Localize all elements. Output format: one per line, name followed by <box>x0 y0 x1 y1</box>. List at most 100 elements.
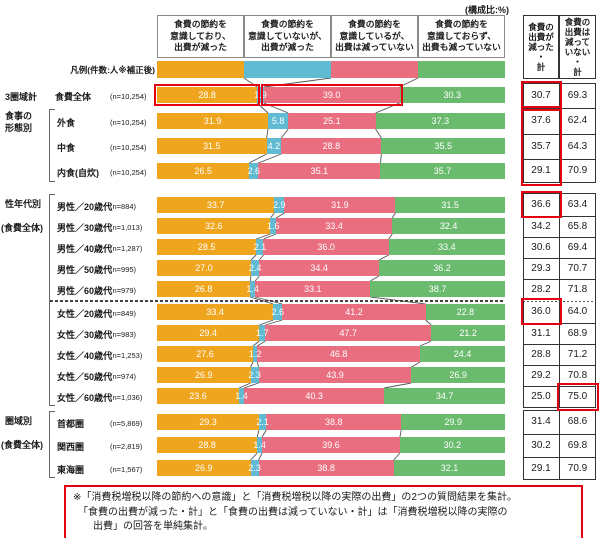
row-label: 内食(自炊) <box>57 168 99 178</box>
row-n: (n=2,819) <box>110 441 143 451</box>
bar-segment <box>157 197 275 213</box>
bar-segment <box>259 325 266 341</box>
category-header-cell: 食費の節約を 意識していないが、 出費が減った <box>244 15 331 58</box>
bar-value-label: 4.2 <box>267 141 281 151</box>
bar-segment <box>266 138 282 154</box>
bar-segment <box>381 138 505 154</box>
summary-decreased-total: 30.7 <box>531 90 551 101</box>
bar-value-label: 27.0 <box>195 263 213 273</box>
row-n: (n=10,254) <box>110 91 147 101</box>
bar-segment <box>253 346 258 362</box>
bar-value-label: 2.1 <box>256 417 269 427</box>
summary-not-decreased-total: 65.8 <box>567 220 588 232</box>
bar-value-label: 23.6 <box>189 391 207 401</box>
bar-segment <box>157 163 250 179</box>
bar-segment <box>157 260 251 276</box>
bar-segment <box>265 325 432 341</box>
summary-table-hdivider <box>523 433 596 435</box>
bar-segment <box>258 460 394 476</box>
bar-value-label: 36.2 <box>433 263 451 273</box>
bar-segment <box>157 325 260 341</box>
bar-segment <box>263 87 400 103</box>
bar-segment <box>250 460 259 476</box>
summary-not-decreased-total: 69.4 <box>567 241 588 253</box>
bar-value-label: 43.9 <box>326 370 344 380</box>
highlight-box <box>520 80 562 111</box>
bar-value-label: 21.2 <box>459 328 477 338</box>
summary-decreased-total: 37.6 <box>531 115 551 127</box>
bar-value-label: 27.6 <box>196 349 214 359</box>
row-n: (n=983) <box>110 329 137 339</box>
bar-segment <box>399 87 505 103</box>
summary-table-hdivider <box>523 257 596 259</box>
male-female-separator <box>50 299 505 302</box>
bar-value-label: 26.8 <box>194 284 213 294</box>
bar-value-label: 2.1 <box>253 242 267 252</box>
legend-swatch <box>418 61 505 78</box>
summary-decreased-total: 34.2 <box>531 220 551 232</box>
bar-segment <box>392 218 505 234</box>
row-n: (n=1,567) <box>110 464 143 474</box>
highlight-box <box>260 84 403 106</box>
bar-value-label: 2.4 <box>248 263 262 273</box>
bar-value-label: 31.9 <box>203 116 222 126</box>
bar-segment <box>393 460 506 476</box>
bar-segment <box>257 346 421 362</box>
bar-segment <box>399 437 505 453</box>
bar-value-label: 2.3 <box>248 463 261 473</box>
bar-value-label: 29.9 <box>444 417 463 427</box>
bar-segment <box>284 197 396 213</box>
bar-value-label: 39.0 <box>322 90 341 100</box>
bar-value-label: 28.8 <box>322 141 341 151</box>
bar-value-label: 1.4 <box>235 391 248 401</box>
bar-value-label: 32.1 <box>440 463 459 473</box>
row-n: (n=1,253) <box>110 350 143 360</box>
bar-value-label: 25.1 <box>323 116 341 126</box>
bar-segment <box>262 437 400 453</box>
bar-segment <box>157 138 267 154</box>
row-n: (n=849) <box>110 308 137 318</box>
group-label: (食費全体) <box>1 223 43 233</box>
bar-value-label: 31.5 <box>203 141 221 151</box>
bar-segment <box>249 163 259 179</box>
bar-value-label: 33.1 <box>303 284 322 294</box>
bar-value-label: 41.2 <box>345 307 363 317</box>
summary-header-cell: 食費の 出費は 減って いない ・ 計 <box>559 15 596 79</box>
summary-not-decreased-total: 71.2 <box>567 348 588 360</box>
category-header-cell: 食費の節約を 意識しているが、 出費は減っていない <box>331 15 418 58</box>
row-n: (n=10,254) <box>110 117 147 127</box>
row-label: 女性／50歳代 <box>57 372 113 382</box>
row-label: 男性／20歳代 <box>57 202 113 212</box>
bar-segment <box>157 388 240 404</box>
summary-not-decreased-total: 64.3 <box>567 140 588 152</box>
summary-decreased-total: 29.1 <box>531 165 551 177</box>
bar-segment <box>257 437 263 453</box>
row-n: (n=5,869) <box>110 418 143 428</box>
highlight-box <box>520 190 562 218</box>
bar-value-label: 47.7 <box>339 328 357 338</box>
bar-segment <box>276 218 393 234</box>
bar-segment <box>157 218 271 234</box>
footnote-box: ※「消費税増税以降の節約への意識」と「消費税増税以降の実際の出費」の2つの質問結… <box>64 485 583 538</box>
bar-segment <box>157 460 251 476</box>
bar-value-label: 1.2 <box>248 349 262 359</box>
bar-segment <box>239 388 244 404</box>
row-label: 外食 <box>57 118 76 128</box>
group-label: 性年代別 <box>5 199 42 209</box>
group-label: (食費全体) <box>1 440 43 450</box>
summary-table-hdivider <box>523 236 596 238</box>
footnote-text: ※「消費税増税以降の節約への意識」と「消費税増税以降の実際の出費」の2つの質問結… <box>73 492 517 532</box>
group-bracket <box>49 194 55 406</box>
bar-value-label: 33.7 <box>206 200 225 210</box>
row-label: 女性／30歳代 <box>57 330 113 340</box>
summary-not-decreased-total: 69.8 <box>567 439 588 451</box>
bar-value-label: 31.9 <box>331 200 349 210</box>
bar-value-label: 33.4 <box>325 221 343 231</box>
bar-value-label: 2.6 <box>271 307 285 317</box>
bar-value-label: 30.2 <box>443 440 462 450</box>
bar-segment <box>263 239 389 255</box>
bar-segment <box>258 367 412 383</box>
bar-segment <box>282 304 426 320</box>
bar-segment <box>380 163 505 179</box>
